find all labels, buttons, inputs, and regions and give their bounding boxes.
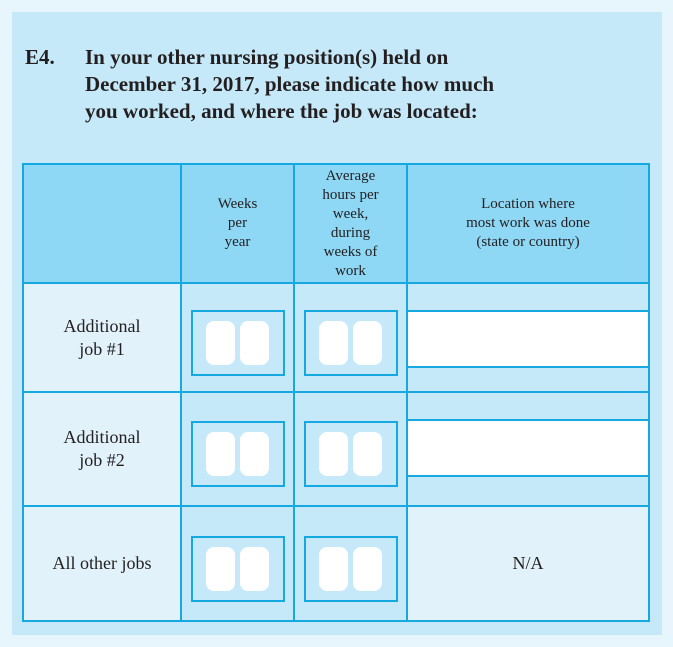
job2-weeks-digit-1[interactable] [206,432,235,476]
row-label-line: All other jobs [52,553,152,573]
header-line: (state or country) [476,234,580,250]
header-average-hours: Average hours per week, during weeks of … [295,165,406,282]
job1-hours-digit-2[interactable] [353,320,382,365]
header-line: Location where [481,196,575,212]
job2-weeks-digit-group[interactable] [190,421,285,487]
row-label-line: Additional [63,427,141,447]
job1-hours-digit-1[interactable] [319,320,348,365]
header-empty-cell [24,165,180,282]
allother-hours-cell [295,507,406,620]
header-line: weeks of [323,243,378,260]
job1-location-input[interactable] [408,310,648,368]
job1-hours-cell [295,284,406,391]
job2-weeks-digit-2[interactable] [240,432,269,476]
header-weeks-text: Weeks per year [182,165,293,282]
job1-weeks-cell [182,284,293,391]
header-line: work [335,262,366,279]
question: E4. In your other nursing position(s) he… [12,12,662,125]
header-location-text: Location where most work was done (state… [408,165,648,282]
job2-hours-digit-1[interactable] [319,432,348,476]
header-line: week, [332,205,369,222]
header-line: Weeks [217,196,258,212]
job1-hours-digit-group[interactable] [303,309,398,376]
job2-location-cell [408,393,648,505]
header-location: Location where most work was done (state… [408,165,648,282]
allother-location-na: N/A [408,507,648,620]
job1-weeks-digit-1[interactable] [206,320,235,365]
header-line: per [227,215,248,231]
allother-weeks-digit-2[interactable] [240,546,269,591]
row-label-additional-job-1: Additional job #1 [24,284,180,391]
row-label-line: job #1 [79,338,125,359]
row-label-line: Additional [63,315,141,336]
question-text: In your other nursing position(s) held o… [85,44,494,125]
job1-weeks-digit-group[interactable] [190,309,285,376]
question-line: In your other nursing position(s) held o… [85,45,449,69]
row-label-additional-job-2: Additional job #2 [24,393,180,505]
header-line: during [330,224,371,241]
allother-hours-digit-group[interactable] [303,535,398,602]
job2-weeks-cell [182,393,293,505]
job2-hours-digit-group[interactable] [303,421,398,487]
location-cell-strip [408,477,648,505]
header-line: year [224,234,251,250]
job2-hours-cell [295,393,406,505]
header-line: most work was done [466,215,590,231]
header-weeks-per-year: Weeks per year [182,165,293,282]
location-cell-strip [408,393,648,419]
allother-hours-digit-1[interactable] [319,546,348,591]
header-line: Average [325,167,376,184]
job2-hours-digit-2[interactable] [353,432,382,476]
job2-location-input[interactable] [408,419,648,477]
header-line: hours per [322,186,379,203]
row-label-line: job #2 [79,450,125,470]
question-line: December 31, 2017, please indicate how m… [85,72,495,96]
header-hours-text: Average hours per week, during weeks of … [295,165,406,282]
job1-location-cell [408,284,648,391]
question-line: you worked, and where the job was locate… [85,99,478,123]
allother-hours-digit-2[interactable] [353,546,382,591]
question-number: E4. [25,45,55,69]
location-cell-strip [408,368,648,391]
allother-weeks-digit-1[interactable] [206,546,235,591]
job1-weeks-digit-2[interactable] [240,320,269,365]
allother-weeks-cell [182,507,293,620]
row-label-all-other-jobs: All other jobs [24,507,180,620]
location-cell-strip [408,284,648,310]
question-panel: E4. In your other nursing position(s) he… [12,12,662,635]
allother-weeks-digit-group[interactable] [190,535,285,602]
jobs-table: Weeks per year Average hours per week, d… [22,163,650,622]
